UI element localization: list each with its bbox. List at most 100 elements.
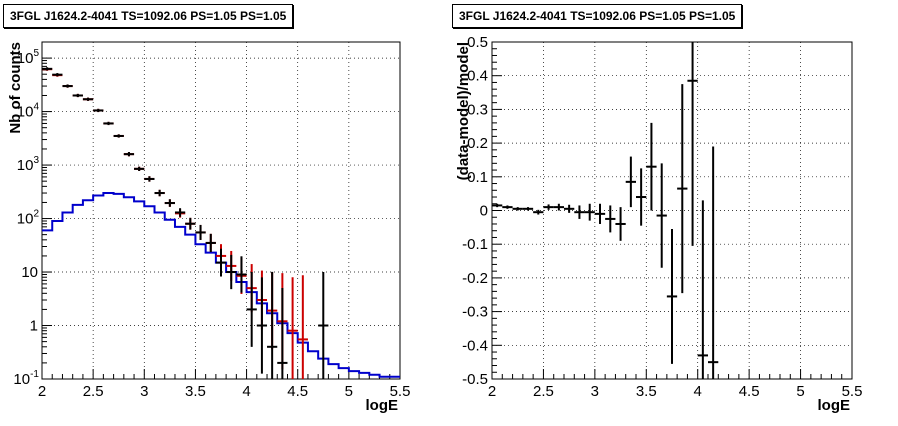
data-point [605, 205, 616, 233]
data-point [297, 275, 308, 379]
y-tick-label: 102 [17, 209, 40, 228]
y-tick-label: 103 [17, 155, 40, 174]
y-tick-label: -0.4 [462, 337, 488, 354]
data-point [677, 84, 688, 294]
data-point [584, 203, 595, 221]
x-tick-label: 5 [345, 383, 353, 400]
x-tick-label: 3 [591, 383, 599, 400]
series-3 [42, 67, 329, 379]
model-step-line [42, 192, 400, 378]
data-point [154, 189, 165, 197]
data-point [502, 205, 513, 209]
data-point [574, 205, 585, 219]
data-point [666, 229, 678, 364]
data-point [113, 134, 124, 138]
y-tick-label: 0.4 [467, 68, 488, 85]
x-tick-label: 4.5 [739, 383, 760, 400]
data-point [543, 204, 554, 210]
data-point [594, 203, 606, 224]
data-point [522, 207, 534, 211]
x-axis-ticks [41, 369, 401, 379]
data-point [318, 272, 329, 379]
y-axis-ticks [492, 41, 502, 380]
y-tick-label: -0.3 [462, 304, 488, 321]
data-point [185, 217, 196, 230]
x-axis-ticks [491, 369, 853, 379]
x-tick-label: 2.5 [83, 383, 104, 400]
data-point [246, 271, 257, 347]
data-point [62, 84, 73, 88]
data-point [164, 199, 175, 207]
data-point [236, 256, 247, 293]
x-tick-label: 3.5 [185, 383, 206, 400]
grid [42, 42, 400, 379]
x-tick-label: 4 [242, 383, 250, 400]
data-point [492, 203, 503, 208]
y-tick-label: -0.2 [462, 270, 488, 287]
data-point [533, 209, 544, 215]
data-point [625, 156, 636, 208]
y-tick-label: 105 [17, 48, 40, 67]
data-point [708, 146, 719, 379]
data-point [42, 67, 53, 71]
data-point [103, 121, 114, 126]
right-plot-title: 3FGL J1624.2-4041 TS=1092.06 PS=1.05 PS=… [452, 4, 743, 28]
data-point [277, 288, 288, 379]
data-point [646, 122, 657, 211]
series-1 [492, 42, 719, 379]
y-tick-label: 1 [30, 318, 38, 335]
y-tick-label: 10-1 [13, 369, 39, 388]
data-point [256, 277, 268, 374]
data-point [134, 166, 145, 171]
x-tick-label: 3 [140, 383, 148, 400]
data-point [52, 73, 63, 77]
y-tick-label: 0.3 [467, 101, 488, 118]
y-axis-label: (data-model)/model [455, 42, 472, 180]
data-point [82, 97, 94, 101]
data-point [687, 42, 698, 246]
y-tick-label: 10 [21, 264, 38, 281]
x-tick-label: 5.5 [390, 383, 411, 400]
data-point [287, 277, 298, 379]
data-point [215, 248, 227, 277]
data-point [636, 168, 647, 226]
y-tick-label: -0.1 [462, 236, 488, 253]
x-tick-label: 3.5 [636, 383, 657, 400]
y-tick-label: 0.1 [467, 169, 488, 186]
x-tick-label: 2 [38, 383, 46, 400]
data-point [226, 254, 237, 290]
data-point [697, 200, 708, 379]
data-point [93, 108, 104, 113]
data-point [72, 93, 83, 98]
data-point [174, 208, 186, 217]
plot-frame [41, 41, 401, 380]
data-point [267, 271, 278, 379]
data-point [553, 203, 564, 211]
x-axis-label: logE [366, 397, 399, 414]
x-axis-label: logE [818, 397, 851, 414]
data-point [195, 224, 206, 240]
data-point [615, 207, 626, 241]
y-tick-label: 0.5 [467, 34, 488, 51]
x-tick-label: 4.5 [287, 383, 308, 400]
y-tick-label: -0.5 [462, 371, 488, 388]
data-point [144, 176, 155, 182]
data-point [205, 233, 216, 253]
x-tick-label: 5.5 [842, 383, 863, 400]
series-1 [42, 192, 400, 378]
y-tick-label: 104 [17, 102, 40, 121]
x-tick-label: 5 [796, 383, 804, 400]
data-point [564, 204, 575, 213]
data-point [123, 152, 135, 157]
x-tick-label: 4 [694, 383, 702, 400]
left-plot-title: 3FGL J1624.2-4041 TS=1092.06 PS=1.05 PS=… [3, 4, 294, 28]
y-axis-ticks [42, 41, 52, 380]
x-tick-label: 2 [488, 383, 496, 400]
y-tick-label: 0.2 [467, 135, 488, 152]
data-point [512, 207, 523, 211]
y-axis-label: Nb of counts [7, 42, 24, 134]
